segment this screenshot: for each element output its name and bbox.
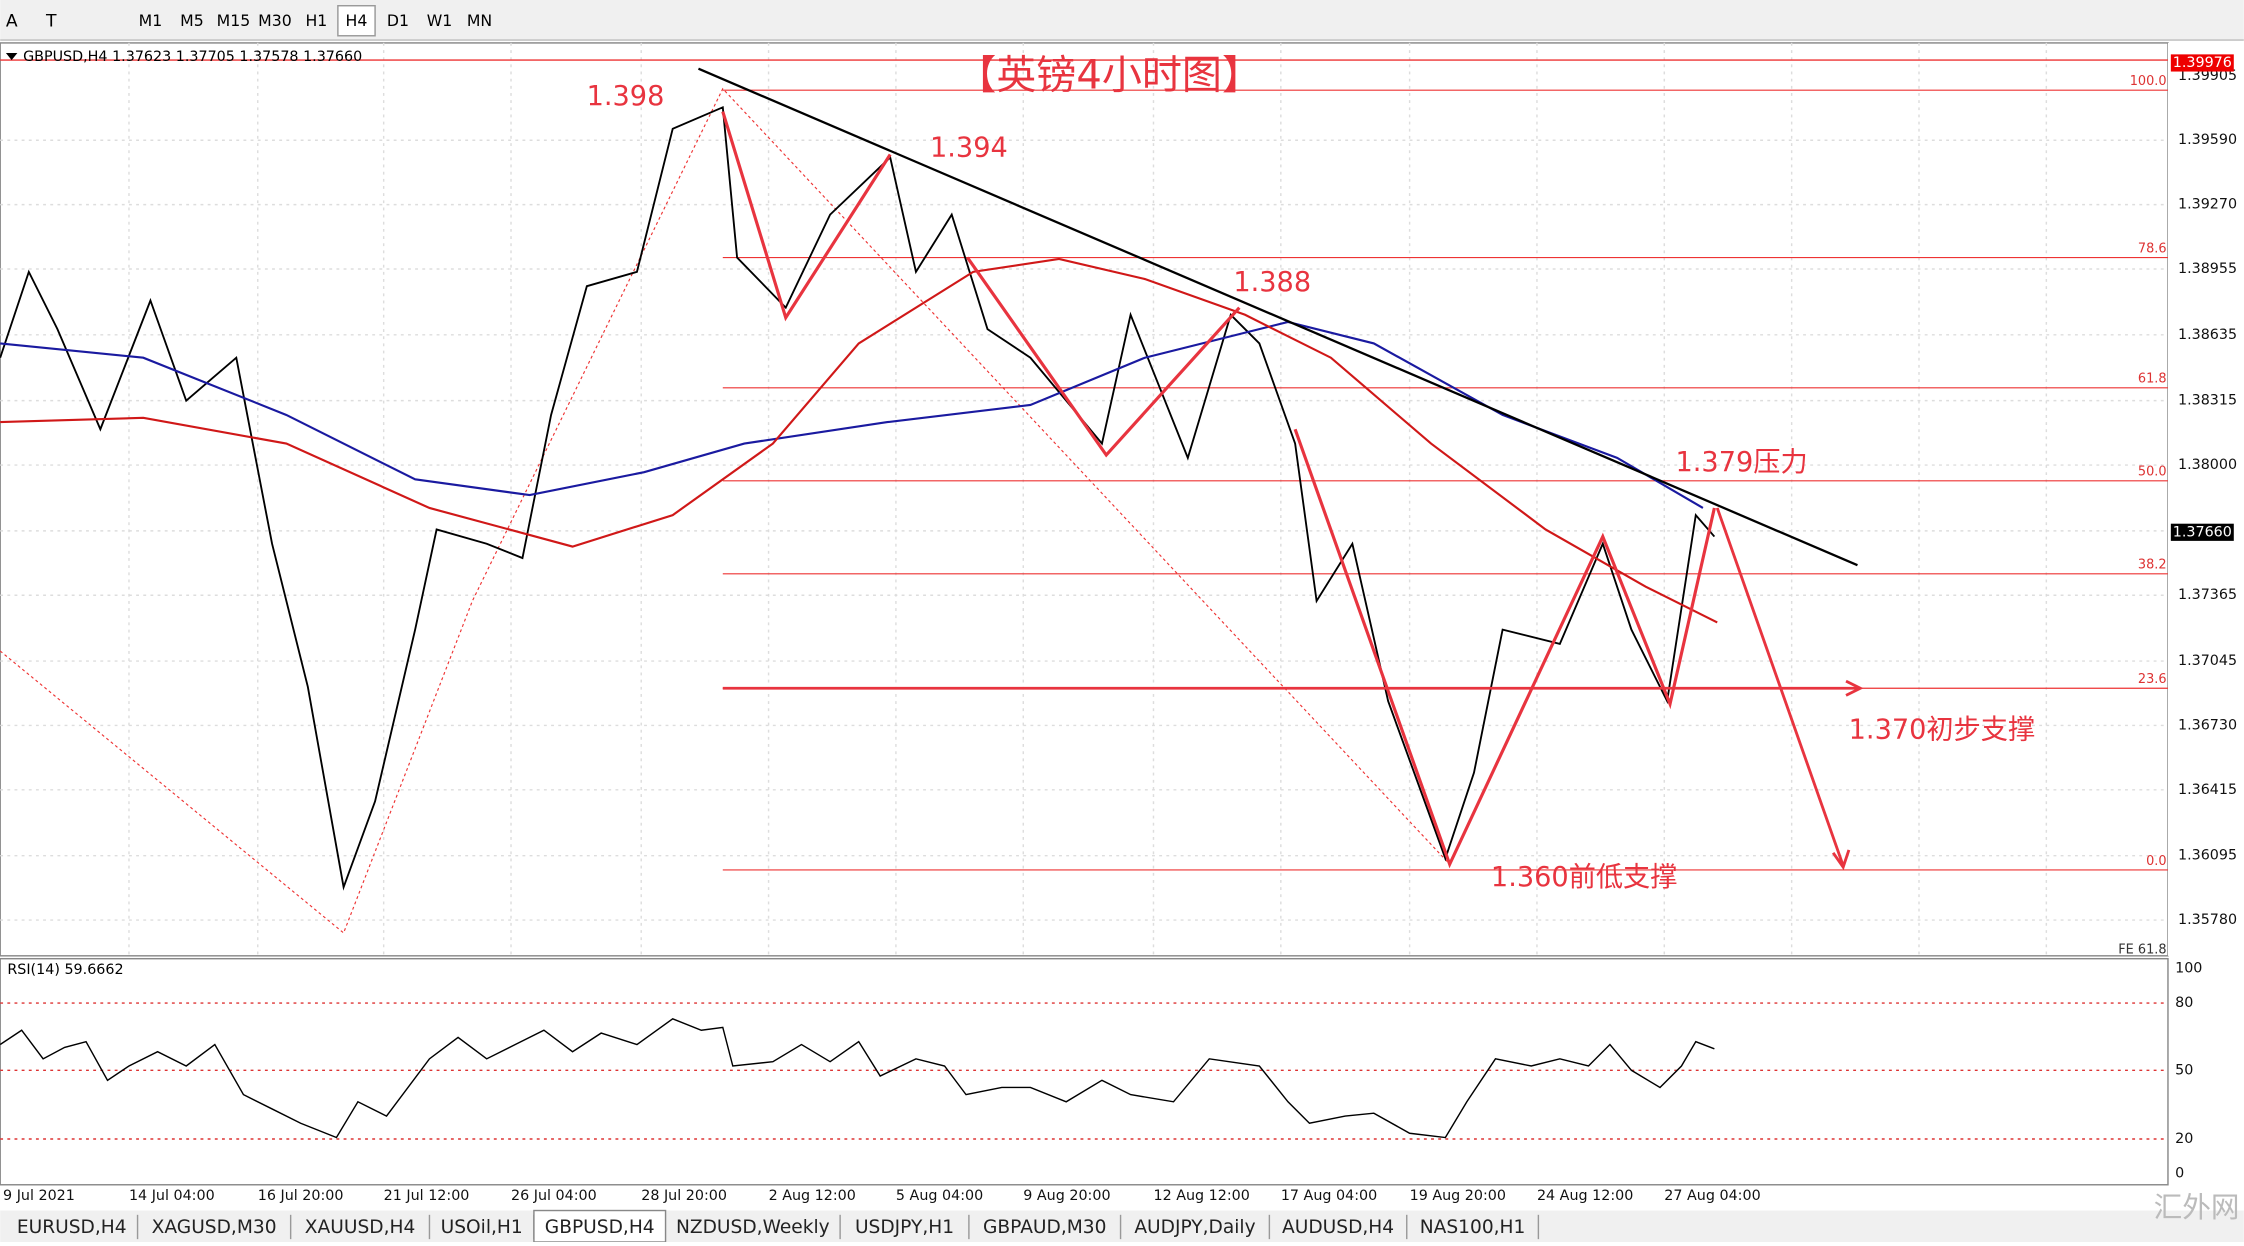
tab[interactable]: AUDJPY,Daily [1134, 1217, 1255, 1238]
timeframe-button[interactable]: H4 [346, 11, 368, 30]
price-label: 1.38955 [2178, 261, 2237, 277]
price-label: 1.37045 [2178, 653, 2237, 669]
timeframe-button[interactable]: M15 [217, 11, 251, 30]
timeframe-button[interactable]: M1 [139, 11, 163, 30]
rsi-level: 80 [2175, 995, 2193, 1011]
tab[interactable]: USOil,H1 [441, 1217, 523, 1238]
time-label: 5 Aug 04:00 [896, 1188, 983, 1204]
tabs: EURUSD,H4 XAGUSD,M30 XAUUSD,H4 USOil,H1 GBPU… [17, 1209, 1540, 1243]
time-label: 21 Jul 12:00 [384, 1188, 470, 1204]
main-chart [0, 42, 2169, 957]
rsi-level: 20 [2175, 1131, 2193, 1147]
time-label: 17 Aug 04:00 [1281, 1188, 1377, 1204]
symbol-header: GBPUSD,H4 1.37623 1.37705 1.37578 1.3766… [23, 49, 362, 65]
price-label: 1.39590 [2178, 132, 2237, 148]
tab-bar [0, 1210, 2244, 1242]
current-price-box [2170, 523, 2234, 541]
time-label: 19 Aug 20:00 [1410, 1188, 1506, 1204]
current-price: 1.37660 [2173, 524, 2232, 540]
annotation: 1.398 [587, 81, 665, 112]
fe-label: FE 61.8 [2118, 943, 2166, 958]
time-label: 16 Jul 20:00 [258, 1188, 344, 1204]
fib-label: 23.6 [2138, 672, 2167, 687]
timeframe-button[interactable]: M30 [258, 11, 292, 30]
tab[interactable]: EURUSD,H4 [17, 1217, 127, 1238]
price-label: 1.38635 [2178, 327, 2237, 343]
rsi-level: 0 [2175, 1165, 2184, 1181]
annotation: 1.394 [930, 132, 1008, 163]
price-label: 1.38315 [2178, 393, 2237, 409]
active-tab [533, 1209, 667, 1243]
tab[interactable]: GBPAUD,M30 [983, 1217, 1106, 1238]
timeframe-button[interactable]: MN [467, 11, 492, 30]
time-label: 24 Aug 12:00 [1537, 1188, 1633, 1204]
tab[interactable]: XAGUSD,M30 [152, 1217, 277, 1238]
toolbar [0, 0, 2244, 41]
annotation: 1.379压力 [1675, 447, 1807, 478]
annotation: 1.370初步支撑 [1849, 715, 2035, 746]
timeframe-button[interactable]: D1 [387, 11, 409, 30]
fib-label: 100.0 [2130, 74, 2167, 89]
tab[interactable]: XAUUSD,H4 [305, 1217, 416, 1238]
watermark: 汇外网 [2154, 1190, 2240, 1224]
tab[interactable]: NZDUSD,Weekly [676, 1217, 830, 1238]
high-marker-box [2170, 54, 2234, 72]
rsi-label: RSI(14) 59.6662 [7, 962, 123, 978]
time-label: 14 Jul 04:00 [129, 1188, 215, 1204]
rsi-levels: 100 80 50 20 0 [2175, 961, 2202, 1182]
tab[interactable]: USDJPY,H1 [855, 1217, 954, 1238]
timeframe-button[interactable]: M5 [180, 11, 204, 30]
price-label: 1.35780 [2178, 912, 2237, 928]
fib-label: 61.8 [2138, 372, 2167, 387]
fib-levels: 100.0 78.6 61.8 50.0 38.2 23.6 0.0 [722, 74, 2168, 871]
tab[interactable]: NAS100,H1 [1420, 1217, 1526, 1238]
tab[interactable]: GBPUSD,H4 [545, 1217, 655, 1238]
time-label: 9 Aug 20:00 [1023, 1188, 1110, 1204]
price-axis [2167, 42, 2244, 956]
price-label: 1.39905 [2178, 68, 2237, 84]
price-label: 1.36415 [2178, 782, 2237, 798]
rsi-level: 100 [2175, 961, 2202, 977]
price-axis-labels: 1.39905 1.39590 1.39270 1.38955 1.38635 1.383… [2178, 68, 2237, 928]
fib-label: 38.2 [2138, 558, 2167, 573]
price-label: 1.36095 [2178, 848, 2237, 864]
annotation: 1.388 [1233, 267, 1311, 298]
tool-button[interactable]: A [6, 11, 18, 31]
fib-label: 78.6 [2138, 241, 2167, 256]
drawings [0, 67, 1864, 934]
fib-label: 50.0 [2138, 465, 2167, 480]
price-label: 1.37365 [2178, 587, 2237, 603]
fib-label: 0.0 [2146, 854, 2166, 869]
annotation: 1.360前低支撑 [1491, 862, 1677, 893]
chart-title: 【英镑4小时图】 [956, 52, 1262, 98]
active-timeframe [337, 5, 376, 37]
high-marker: 1.39976 [2173, 55, 2232, 71]
time-axis: 9 Jul 2021 14 Jul 04:00 16 Jul 20:00 21 Jul… [3, 1188, 1761, 1204]
toolbar-buttons: A T M1 M5 M15 M30 H1 H4 D1 W1 MN [6, 5, 492, 37]
timeframe-button[interactable]: W1 [427, 11, 453, 30]
time-label: 28 Jul 20:00 [641, 1188, 727, 1204]
time-label: 12 Aug 12:00 [1153, 1188, 1249, 1204]
price-label: 1.39270 [2178, 197, 2237, 213]
time-label: 27 Aug 04:00 [1664, 1188, 1760, 1204]
rsi-panel [0, 957, 2169, 1186]
time-label: 9 Jul 2021 [3, 1188, 75, 1204]
timeframe-button[interactable]: H1 [306, 11, 328, 30]
time-label: 2 Aug 12:00 [769, 1188, 856, 1204]
rsi-level: 50 [2175, 1062, 2193, 1078]
price-label: 1.36730 [2178, 717, 2237, 733]
annotations: 1.398 1.394 1.388 1.379压力 1.370初步支撑 1.360前低支撑 [587, 81, 2036, 893]
time-label: 26 Jul 04:00 [511, 1188, 597, 1204]
price-label: 1.38000 [2178, 457, 2237, 473]
tool-button[interactable]: T [45, 11, 57, 31]
tab[interactable]: AUDUSD,H4 [1282, 1217, 1394, 1238]
